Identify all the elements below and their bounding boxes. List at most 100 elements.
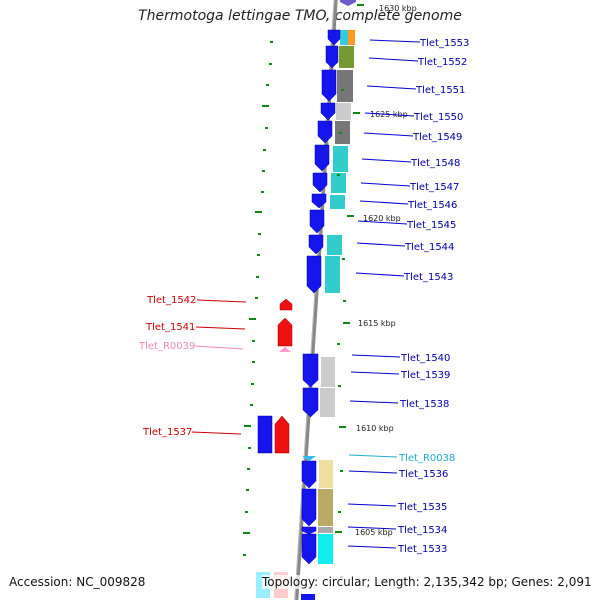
annotation-segment (321, 357, 335, 387)
gene-feature-tlet-1553[interactable] (327, 29, 341, 46)
gene-feature-partial-bottom (301, 594, 315, 600)
annotation-segment (335, 121, 350, 144)
annotation-segment (318, 534, 333, 564)
gene-feature-tlet-1547[interactable] (312, 172, 328, 193)
gene-label[interactable]: Tlet_1540 (400, 353, 450, 364)
guide-marks (243, 41, 346, 578)
gene-feature-tlet-1552[interactable] (325, 45, 339, 69)
gene-feature-tlet-1537-left[interactable] (257, 415, 273, 454)
annotation-track (318, 30, 355, 564)
leader-line (349, 400, 399, 404)
leader-line (366, 85, 417, 90)
map-title: Thermotoga lettingae TMO, complete genom… (138, 8, 462, 24)
scale-tick-label: 1620 kbp (363, 214, 401, 223)
leader-line (357, 220, 408, 225)
leader-line (348, 470, 398, 474)
gene-feature-tlet-1551[interactable] (321, 69, 337, 102)
gene-label[interactable]: Tlet_1534 (397, 525, 447, 536)
gene-feature-tlet-1550[interactable] (320, 102, 336, 121)
gene-label[interactable]: Tlet_1546 (407, 200, 457, 211)
leader-line (350, 371, 400, 375)
gene-labels: Tlet_1553 Tlet_1552 Tlet_1551 Tlet_1550 … (138, 38, 469, 555)
gene-label[interactable]: Tlet_1533 (397, 544, 447, 555)
gene-feature-tlet-r0038[interactable] (302, 456, 316, 461)
gene-label[interactable]: Tlet_R0039 (138, 341, 195, 352)
leader-line (348, 454, 398, 458)
gene-label[interactable]: Tlet_1553 (419, 38, 469, 49)
gene-feature-tlet-1546[interactable] (311, 193, 327, 209)
gene-feature-tlet-1536[interactable] (301, 460, 317, 489)
leader-line (191, 431, 242, 435)
gene-label[interactable]: Tlet_1551 (415, 85, 465, 96)
gene-label[interactable]: Tlet_1547 (409, 182, 459, 193)
leader-line (356, 242, 406, 247)
gene-label[interactable]: Tlet_1549 (412, 132, 462, 143)
leader-line (359, 200, 409, 205)
genome-summary: Topology: circular; Length: 2,135,342 bp… (262, 575, 592, 589)
gene-feature-tlet-1543[interactable] (306, 255, 322, 294)
gene-feature-tlet-1545[interactable] (309, 209, 325, 234)
leader-line (195, 326, 246, 330)
gene-feature-tlet-1542[interactable] (279, 298, 293, 311)
scale-tick-label: 1615 kbp (358, 319, 396, 328)
leader-line (368, 57, 419, 62)
scale-tick-label: 1630 kbp (379, 4, 417, 13)
annotation-segment (325, 256, 340, 293)
gene-feature-tlet-1533[interactable] (301, 533, 317, 565)
gene-label[interactable]: Tlet_1550 (413, 112, 463, 123)
gene-label[interactable]: Tlet_R0038 (398, 453, 455, 464)
gene-label[interactable]: Tlet_1539 (400, 370, 450, 381)
gene-feature-tlet-1537[interactable] (274, 415, 290, 454)
leader-line (196, 299, 247, 303)
gene-feature-tlet-1534[interactable] (301, 526, 317, 535)
gene-label[interactable]: Tlet_1544 (404, 242, 454, 253)
gene-feature-tlet-1539[interactable] (302, 387, 319, 418)
annotation-segment (318, 527, 333, 533)
gene-label[interactable]: Tlet_1545 (406, 220, 456, 231)
leader-line (361, 158, 412, 163)
annotation-segment (330, 195, 345, 209)
gene-feature-tlet-1548[interactable] (314, 144, 330, 172)
leader-line (355, 272, 405, 277)
scale-tick-label: 1605 kbp (355, 528, 393, 537)
annotation-segment (327, 235, 342, 255)
gene-label[interactable]: Tlet_1542 (146, 295, 196, 306)
annotation-segment (337, 70, 353, 102)
annotation-segment (339, 46, 354, 68)
leader-line (347, 545, 397, 549)
label-leaders (191, 39, 421, 549)
reverse-genes (256, 298, 293, 598)
gene-label[interactable]: Tlet_1548 (410, 158, 460, 169)
annotation-segment (340, 30, 348, 45)
annotation-segment (331, 173, 346, 193)
gene-feature-tlet-1544[interactable] (308, 234, 324, 255)
gene-feature-tlet-1549[interactable] (317, 120, 333, 144)
leader-line (363, 132, 414, 137)
gene-feature-partial-top (340, 0, 356, 6)
leader-line (347, 526, 397, 530)
gene-label[interactable]: Tlet_1537 (142, 427, 192, 438)
annotation-segment (319, 460, 333, 488)
scale-tick-label: 1610 kbp (356, 424, 394, 433)
gene-label[interactable]: Tlet_1552 (417, 57, 467, 68)
gene-label[interactable]: Tlet_1543 (403, 272, 453, 283)
gene-label[interactable]: Tlet_1538 (399, 399, 449, 410)
annotation-segment (318, 489, 333, 526)
annotation-segment (320, 388, 335, 417)
gene-label[interactable]: Tlet_1536 (398, 469, 448, 480)
forward-genes (301, 0, 356, 600)
leader-line (369, 39, 421, 43)
accession-text: Accession: NC_009828 (9, 575, 146, 589)
leader-line (194, 345, 244, 350)
gene-label[interactable]: Tlet_1541 (145, 322, 195, 333)
gene-label[interactable]: Tlet_1535 (397, 502, 447, 513)
leader-line (360, 182, 411, 187)
gene-feature-tlet-1540[interactable] (302, 353, 319, 388)
annotation-segment (336, 103, 351, 120)
gene-feature-tlet-1541[interactable] (277, 317, 293, 347)
gene-feature-tlet-1535[interactable] (301, 488, 317, 527)
annotation-segment (348, 30, 355, 45)
gene-feature-tlet-r0039[interactable] (279, 347, 291, 352)
leader-line (364, 112, 415, 117)
